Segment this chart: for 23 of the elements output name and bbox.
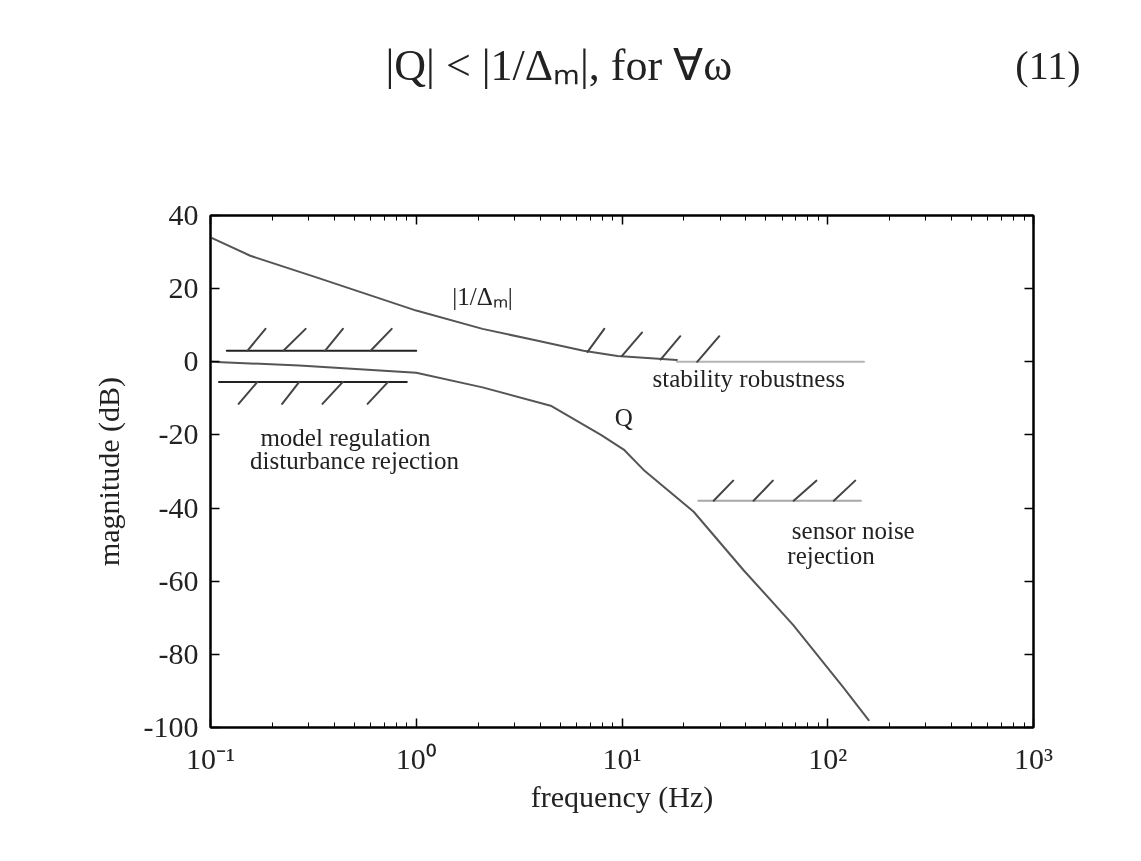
x-axis-title: frequency (Hz): [530, 779, 714, 814]
chart-title: |Q| < |1/Δₘ|, for ∀ω: [385, 41, 733, 90]
y-tick-label: -100: [143, 710, 199, 743]
series-label: |1/Δₘ|: [452, 283, 513, 311]
x-tick-label: 10³: [1014, 741, 1053, 775]
annotation: sensor noise: [791, 516, 915, 544]
series-label: Q: [614, 404, 633, 432]
text: (11): [1015, 43, 1081, 88]
y-tick-label: -40: [158, 490, 199, 524]
annotation: model regulation: [260, 423, 432, 451]
x-tick-label: 10⁰: [395, 741, 437, 775]
x-tick-label: 10⁻¹: [186, 741, 235, 775]
y-tick-label: 40: [168, 198, 199, 231]
y-tick-label: 0: [183, 344, 199, 378]
x-tick-label: 10¹: [602, 741, 642, 775]
annotation: rejection: [787, 541, 876, 569]
annotation: stability robustness: [652, 364, 845, 392]
y-tick-label: 20: [168, 271, 199, 305]
y-tick-label: -20: [158, 417, 199, 451]
y-axis-title: magnitude (dB): [91, 376, 126, 567]
y-tick-label: -80: [158, 636, 199, 670]
x-tick-label: 10²: [808, 741, 848, 775]
y-tick-label: -60: [158, 563, 199, 597]
